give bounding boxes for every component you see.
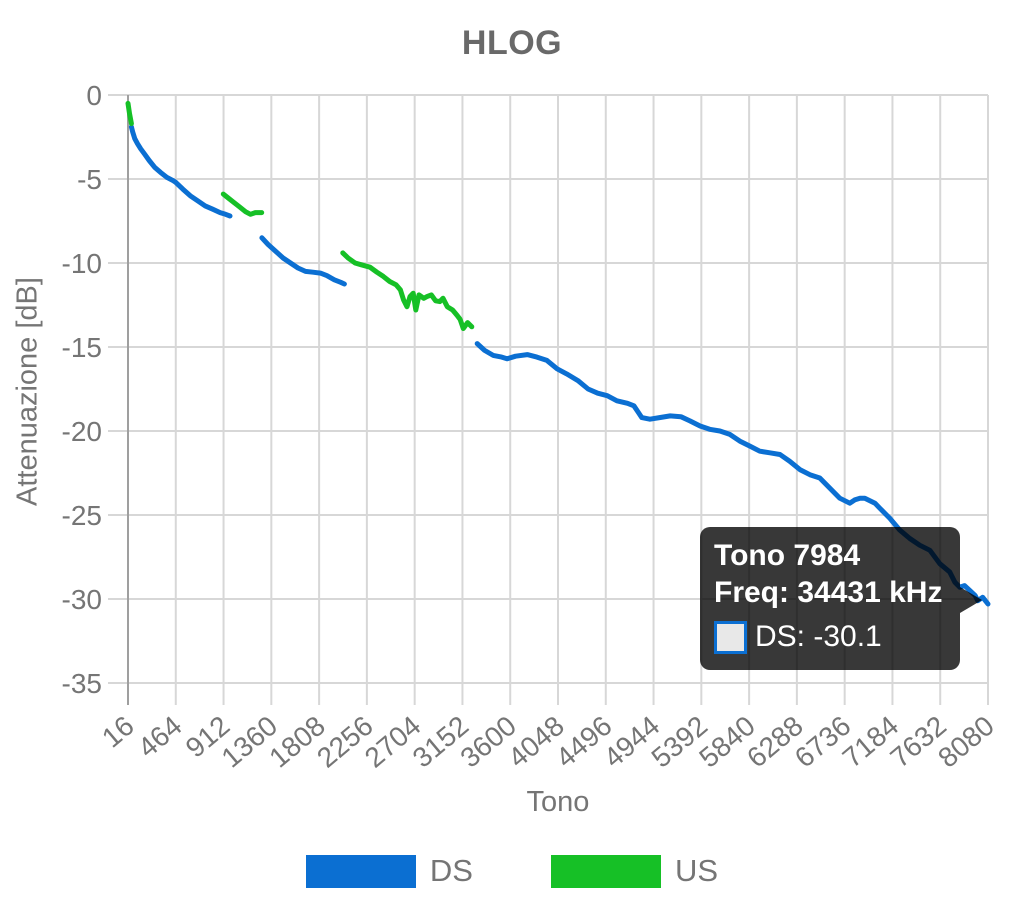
y-tick-labels: 0 -5 -10 -15 -20 -25 -30 -35 <box>62 80 102 699</box>
series-US <box>125 100 475 331</box>
legend-label-ds: DS <box>429 853 473 888</box>
x-axis-title: Tono <box>526 786 590 818</box>
legend-swatch-ds-icon <box>305 854 416 888</box>
legend-item-ds[interactable]: DS <box>305 853 473 889</box>
tooltip-ds-swatch-icon <box>714 620 747 654</box>
legend: DS US <box>0 853 1024 889</box>
legend-label-us: US <box>675 853 719 888</box>
legend-item-us[interactable]: US <box>551 853 718 889</box>
tooltip-tone: Tono 7984 <box>714 539 861 572</box>
svg-text:8080: 8080 <box>932 710 1000 774</box>
svg-text:-30: -30 <box>62 584 102 615</box>
svg-text:-10: -10 <box>62 248 102 279</box>
svg-text:-5: -5 <box>77 164 102 195</box>
svg-text:-25: -25 <box>62 500 102 531</box>
legend-swatch-us-icon <box>551 854 661 888</box>
svg-text:16: 16 <box>96 710 140 754</box>
tooltip-freq: Freq: 34431 kHz <box>714 576 943 609</box>
svg-text:-35: -35 <box>62 668 102 699</box>
svg-text:464: 464 <box>132 710 188 764</box>
svg-text:-15: -15 <box>62 332 102 363</box>
tooltip-value: DS: -30.1 <box>755 620 882 653</box>
svg-text:0: 0 <box>86 80 102 111</box>
chart-title: HLOG <box>461 24 563 62</box>
tooltip-caret-icon <box>960 587 982 613</box>
y-axis-title: Attenuazione [dB] <box>11 277 44 506</box>
chart-tooltip: Tono 7984 Freq: 34431 kHz DS: -30.1 <box>700 527 982 670</box>
svg-text:-20: -20 <box>62 416 102 447</box>
x-tick-labels: 1646491213601808225627043152360040484496… <box>96 710 1000 774</box>
plot-area[interactable]: 0 -5 -10 -15 -20 -25 -30 -35 1646491213601808225… <box>0 0 1024 840</box>
